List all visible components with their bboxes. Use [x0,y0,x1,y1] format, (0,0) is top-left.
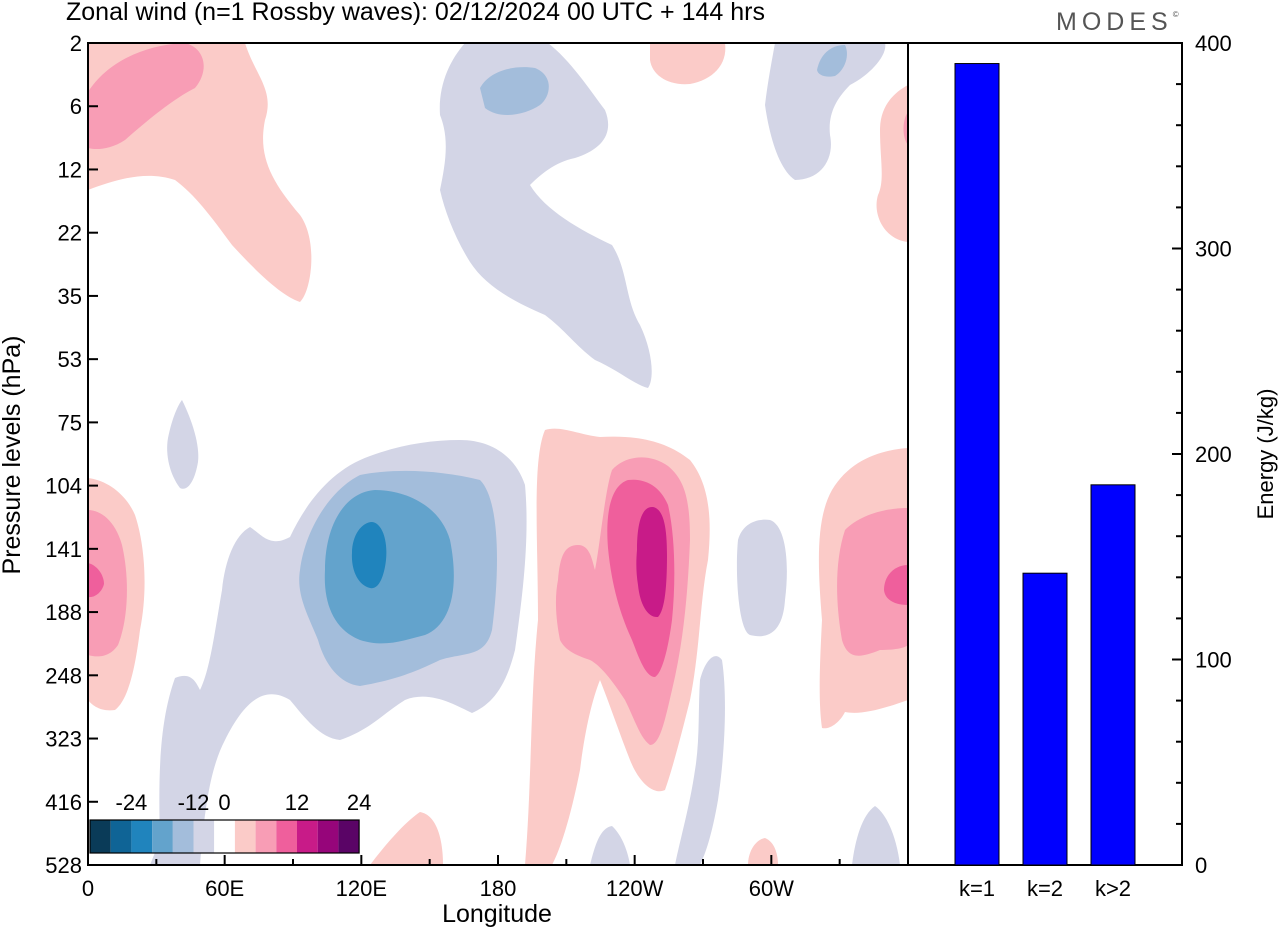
contour-neg-8-upper-right [817,45,847,77]
logo-copyright-mark: © [1172,10,1179,19]
bar-category-label: k=1 [959,876,995,901]
x-tick-label: 120W [606,876,664,901]
colorbar-tick-label: 12 [285,790,309,815]
y-tick-label: 12 [58,157,82,182]
y-tick-label: 6 [70,94,82,119]
bar-category-label: k=2 [1027,876,1063,901]
contour-neg-16-lower-left [351,522,387,589]
y-tick-label: 22 [58,221,82,246]
y-tick-label: 104 [45,474,82,499]
contour-neg-12-lower-left [324,490,454,644]
y-tick-label: 323 [45,727,82,752]
y-tick-label: 188 [45,600,82,625]
colorbar-swatch [234,820,256,853]
contour-pos-8-upper-left [88,43,204,150]
contour-pos-4-right-edge-upper [876,85,908,242]
x-axis-label: Longitude [442,900,552,928]
contour-neg-4-bottom-b [852,806,900,865]
x-tick-label: 120E [336,876,387,901]
contour-neg-4-upper-center [439,43,652,388]
y-tick-label: 53 [58,347,82,372]
contour-pos-16-center [636,506,667,618]
bar-category-label: k>2 [1095,876,1131,901]
colorbar-tick-label: 24 [347,790,371,815]
chart-title: Zonal wind (n=1 Rossby waves): 02/12/202… [66,0,765,26]
energy-tick-label: 100 [1195,648,1232,673]
contour-pos-12-left-edge [88,563,104,598]
energy-bar [954,63,1000,866]
energy-tick-label: 0 [1195,853,1207,878]
contour-neg-4-bottom-a [590,826,630,865]
energy-axis-label: Energy (J/kg) [1253,389,1278,520]
x-tick-label: 180 [480,876,517,901]
colorbar-swatch [338,820,360,853]
modes-logo: MODES© [1056,8,1179,37]
colorbar-swatch [276,820,297,853]
y-tick-label: 35 [58,284,82,309]
contour-pos-8-left-edge [88,510,127,657]
colorbar-tick-label: 0 [218,790,230,815]
energy-tick-label: 400 [1195,31,1232,56]
contour-pos-12-right-edge [884,565,908,605]
contour-neg-4-strip-b [675,656,725,865]
contour-pos-4-bottom-center-left [370,812,443,865]
colorbar-tick-label: -24 [116,790,148,815]
colorbar-swatch [317,820,339,853]
colorbar-swatch [90,820,111,853]
contour-pos-8-right-edge [837,508,908,656]
contour-pos-4-top-center [650,43,726,85]
x-tick-label: 0 [82,876,94,901]
colorbar-swatch [152,820,173,853]
contour-neg-4-strip-a [736,519,787,637]
colorbar-swatch [172,820,194,853]
energy-bar [1022,572,1068,866]
logo-text: MODES [1056,8,1173,36]
colorbar-swatch [110,820,132,853]
y-tick-label: 75 [58,410,82,435]
y-tick-label: 141 [45,537,82,562]
colorbar-swatch [214,820,235,853]
contour-neg-8-upper-center [480,67,549,116]
energy-bar [1090,484,1136,866]
y-axis-label: Pressure levels (hPa) [0,336,26,575]
colorbar-swatch [255,820,277,853]
y-tick-label: 248 [45,663,82,688]
energy-tick-label: 200 [1195,442,1232,467]
y-tick-label: 2 [70,31,82,56]
colorbar-frame [89,819,360,854]
colorbar-tick-label: -12 [178,790,210,815]
colorbar-swatch [297,820,318,853]
y-tick-label: 416 [45,790,82,815]
contour-neg-4-upper-right [765,43,886,180]
colorbar: -24 -12 0 12 24 [89,790,371,854]
colorbar-swatch [131,820,153,853]
x-tick-label: 60E [205,876,244,901]
contour-field [88,43,908,865]
y-tick-label: 528 [45,853,82,878]
x-tick-label: 60W [749,876,794,901]
contour-pos-8-right-edge-upper [903,112,908,145]
energy-tick-label: 300 [1195,237,1232,262]
contour-pos-4-bottom-center [748,838,778,865]
energy-bar-chart: k=1 k=2 k>2 0 100 200 300 400 [954,31,1232,901]
colorbar-swatch [193,820,215,853]
contour-neg-4-small-blob [167,400,199,489]
